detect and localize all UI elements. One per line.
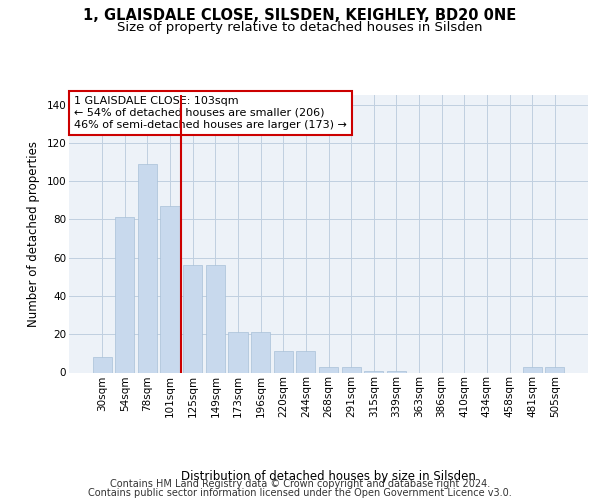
Y-axis label: Number of detached properties: Number of detached properties [26, 141, 40, 327]
Bar [523, 367, 542, 372]
Bar [229, 332, 248, 372]
Bar [160, 206, 180, 372]
X-axis label: Distribution of detached houses by size in Silsden: Distribution of detached houses by size … [181, 470, 476, 483]
Text: 1 GLAISDALE CLOSE: 103sqm
← 54% of detached houses are smaller (206)
46% of semi: 1 GLAISDALE CLOSE: 103sqm ← 54% of detac… [74, 96, 347, 130]
Bar [341, 367, 361, 372]
Text: Contains public sector information licensed under the Open Government Licence v3: Contains public sector information licen… [88, 488, 512, 498]
Bar [138, 164, 157, 372]
Bar [251, 332, 270, 372]
Bar [115, 218, 134, 372]
Bar [364, 370, 383, 372]
Bar [92, 357, 112, 372]
Bar [183, 266, 202, 372]
Bar [296, 352, 316, 372]
Text: 1, GLAISDALE CLOSE, SILSDEN, KEIGHLEY, BD20 0NE: 1, GLAISDALE CLOSE, SILSDEN, KEIGHLEY, B… [83, 8, 517, 22]
Bar [545, 367, 565, 372]
Bar [274, 352, 293, 372]
Bar [387, 370, 406, 372]
Bar [319, 367, 338, 372]
Bar [206, 266, 225, 372]
Text: Size of property relative to detached houses in Silsden: Size of property relative to detached ho… [117, 22, 483, 35]
Text: Contains HM Land Registry data © Crown copyright and database right 2024.: Contains HM Land Registry data © Crown c… [110, 479, 490, 489]
